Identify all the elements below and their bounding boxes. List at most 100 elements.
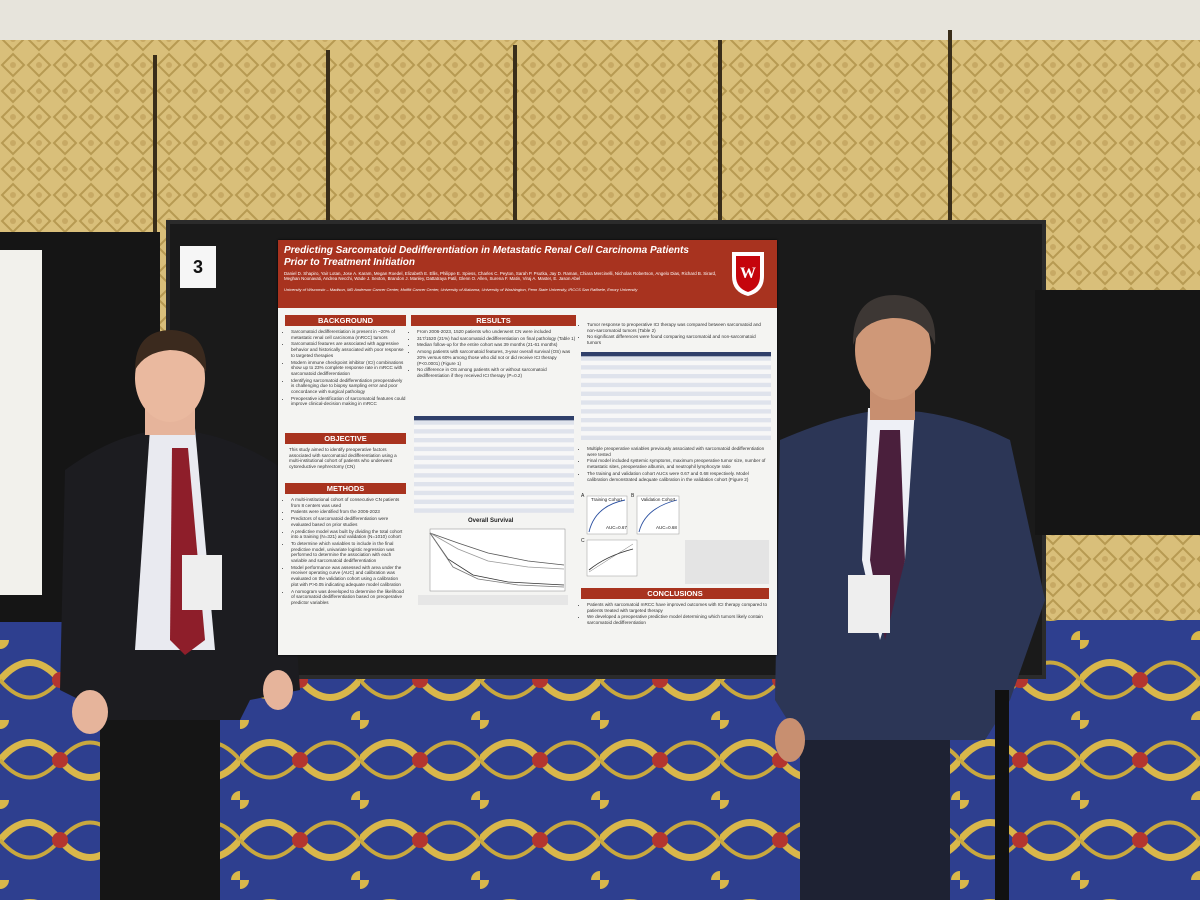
table-row xyxy=(581,365,771,370)
table-row xyxy=(581,422,771,427)
table-row xyxy=(414,473,574,478)
results-text: From 2006-2023, 1520 patients who underw… xyxy=(411,329,576,380)
table-row xyxy=(581,431,771,436)
table-row xyxy=(581,382,771,388)
number-card xyxy=(180,246,216,288)
section-heading: RESULTS xyxy=(411,315,576,326)
bullet: A multi-institutional cohort of consecut… xyxy=(291,497,406,508)
table-row xyxy=(581,435,771,440)
left-poster xyxy=(0,250,42,595)
bullet: A predictive model was built by dividing… xyxy=(291,529,406,540)
table-row xyxy=(581,413,771,418)
bullet: Tumor response to preoperative ICI thera… xyxy=(587,322,769,333)
table-row xyxy=(414,429,574,434)
conclusions-text: Patients with sarcomatoid mRCC have impr… xyxy=(581,602,769,627)
bullet: Model performance was assessed with area… xyxy=(291,565,406,588)
table-row xyxy=(414,495,574,500)
table-row xyxy=(414,433,574,438)
poster-affiliations: University of Wisconsin – Madison, MD An… xyxy=(284,287,638,292)
panel-label: C xyxy=(581,538,585,544)
poster-title: Predicting Sarcomatoid Dedifferentiation… xyxy=(284,245,689,268)
bullet: Preoperative identification of sarcomato… xyxy=(291,396,406,407)
table-row xyxy=(581,369,771,374)
results-text: Tumor response to preoperative ICI thera… xyxy=(581,322,769,347)
table-row xyxy=(581,360,771,366)
table-row xyxy=(581,404,771,410)
right-board xyxy=(1035,290,1200,535)
table-row xyxy=(414,482,574,487)
table-row xyxy=(414,438,574,443)
background-text: Sarcomatoid dedifferentiation is present… xyxy=(285,329,406,408)
poster: Predicting Sarcomatoid Dedifferentiation… xyxy=(278,240,777,655)
table-row xyxy=(414,420,574,425)
bullet-list: From 2006-2023, 1520 patients who underw… xyxy=(411,329,576,379)
table-row xyxy=(414,464,574,469)
table-row xyxy=(414,455,574,460)
bullet-list: Multiple preoperative variables previous… xyxy=(581,446,769,482)
table-row xyxy=(414,416,574,421)
table-row xyxy=(581,356,771,361)
bullet: Predictors of sarcomatoid dedifferentiat… xyxy=(291,516,406,527)
bullet: No significant differences were found co… xyxy=(587,334,769,345)
table-row xyxy=(581,409,771,414)
table-row xyxy=(414,468,574,474)
survival-chart xyxy=(418,528,568,605)
bullet: Patients with sarcomatoid mRCC have impr… xyxy=(587,602,769,613)
table-row xyxy=(414,451,574,456)
bullet: Sarcomatoid dedifferentiation is present… xyxy=(291,329,406,340)
bullet: Identifying sarcomatoid dedifferentiatio… xyxy=(291,378,406,395)
left-person xyxy=(60,330,300,900)
bullet: The training and validation cohort AUCs … xyxy=(587,471,769,482)
bullet: To determine which variables to include … xyxy=(291,541,406,564)
table-row xyxy=(414,490,574,496)
bullet-list: A multi-institutional cohort of consecut… xyxy=(285,497,406,606)
table-row xyxy=(414,486,574,491)
bullet: Multiple preoperative variables previous… xyxy=(587,446,769,457)
table-row xyxy=(581,391,771,396)
table-row xyxy=(581,418,771,423)
table-row xyxy=(414,460,574,465)
bullet: Modern immune checkpoint inhibitor (ICI)… xyxy=(291,360,406,377)
bullet: Sarcomatoid features are associated with… xyxy=(291,341,406,358)
table-row xyxy=(581,400,771,405)
panel-label: B xyxy=(631,493,635,499)
bullet: We developed a preoperative predictive m… xyxy=(587,614,769,625)
table-2 xyxy=(581,352,771,440)
section-heading: CONCLUSIONS xyxy=(581,588,769,599)
auc-label: AUC=0.67 xyxy=(606,525,627,530)
poster-authors: Daniel D. Shapiro, Yair Lotan, Jose A. K… xyxy=(284,271,717,282)
table-row xyxy=(581,396,771,401)
figure-caption xyxy=(685,540,769,584)
table-row xyxy=(414,508,574,513)
svg-text:W: W xyxy=(740,265,756,282)
bullet: A nomogram was developed to determine th… xyxy=(291,589,406,606)
poster-header xyxy=(278,240,777,308)
panel-label: A xyxy=(581,493,585,499)
table-row xyxy=(414,446,574,452)
table-row xyxy=(414,499,574,504)
bullet: From 2006-2023, 1520 patients who underw… xyxy=(417,329,576,335)
right-person xyxy=(775,295,1045,900)
table-row xyxy=(414,504,574,509)
table-row xyxy=(581,374,771,379)
bullet-list: Patients with sarcomatoid mRCC have impr… xyxy=(581,602,769,626)
roc-figure xyxy=(586,495,680,577)
logo-crest: W xyxy=(732,252,764,296)
bullet: Median follow-up for the entire cohort w… xyxy=(417,342,576,348)
auc-label: AUC=0.68 xyxy=(656,525,677,530)
panel-title: Training Cohort xyxy=(591,497,622,502)
panel-title: Validation Cohort xyxy=(641,497,676,502)
section-heading: BACKGROUND xyxy=(285,315,406,326)
wall-seams xyxy=(153,30,952,240)
section-heading: OBJECTIVE xyxy=(285,433,406,444)
table-row xyxy=(414,424,574,430)
bullet-list: Tumor response to preoperative ICI thera… xyxy=(581,322,769,346)
table-row xyxy=(581,426,771,432)
section-heading: METHODS xyxy=(285,483,406,494)
objective-text: This study aimed to identify preoperativ… xyxy=(289,447,397,470)
table-row xyxy=(581,378,771,383)
poster-number: 3 xyxy=(193,257,203,277)
table-row xyxy=(581,352,771,357)
